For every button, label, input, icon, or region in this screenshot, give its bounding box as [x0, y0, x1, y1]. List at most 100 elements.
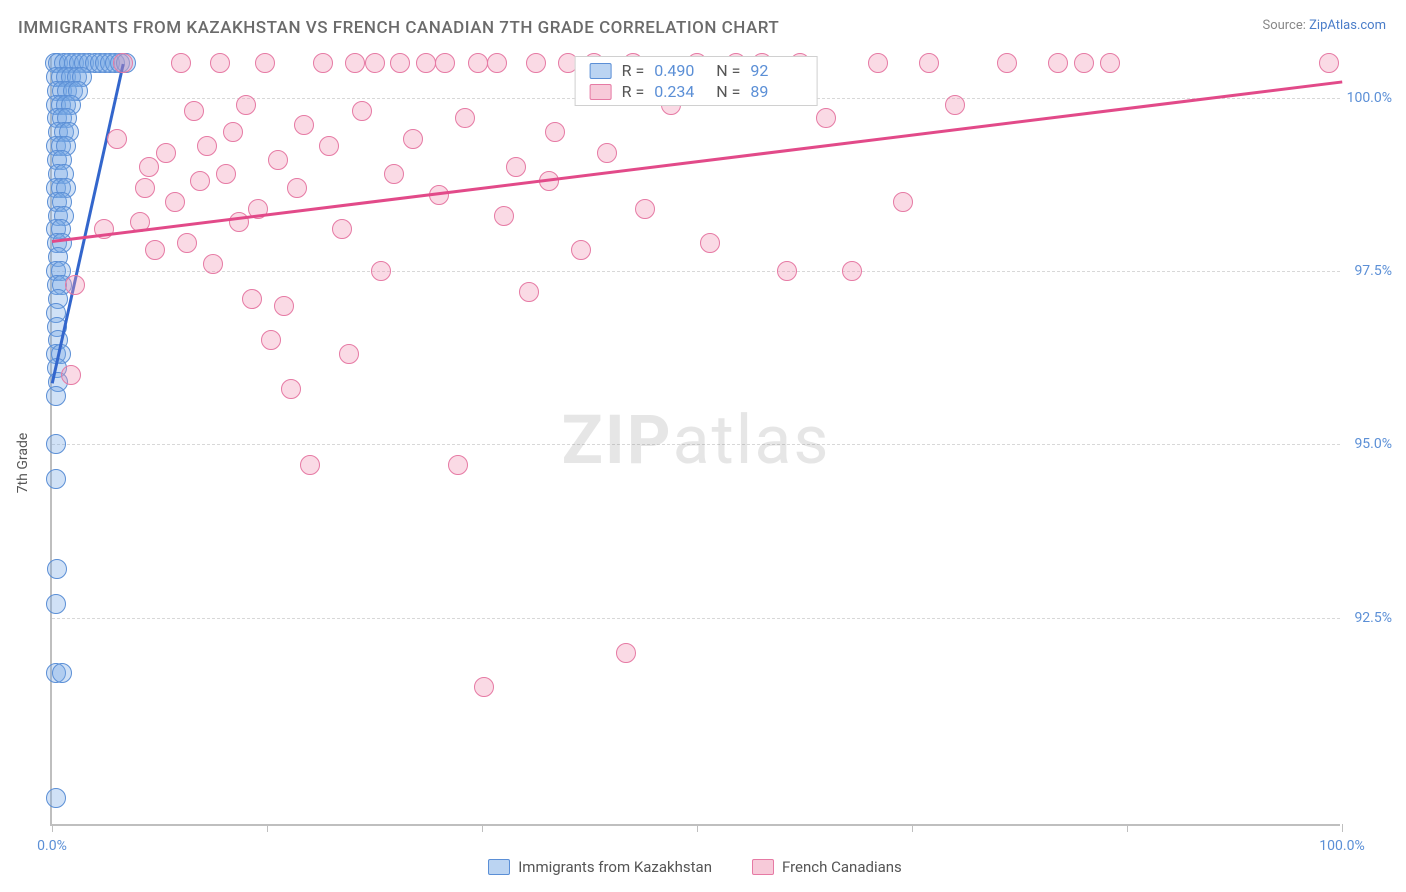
data-point-pink	[197, 136, 217, 156]
x-tick	[1127, 824, 1128, 832]
data-point-blue	[47, 559, 67, 579]
data-point-pink	[997, 53, 1017, 73]
data-point-pink	[816, 108, 836, 128]
data-point-pink	[203, 254, 223, 274]
x-tick	[267, 824, 268, 832]
data-point-pink	[223, 122, 243, 142]
data-point-pink	[171, 53, 191, 73]
data-point-pink	[494, 206, 514, 226]
gridline	[52, 271, 1340, 272]
data-point-pink	[139, 157, 159, 177]
data-point-pink	[526, 53, 546, 73]
x-tick-label: 100.0%	[1319, 838, 1364, 854]
watermark: ZIPatlas	[562, 400, 831, 480]
legend-row-blue: R = 0.490 N = 92	[590, 61, 803, 80]
x-tick	[912, 824, 913, 832]
data-point-pink	[416, 53, 436, 73]
y-axis-label: 7th Grade	[15, 433, 31, 494]
data-point-pink	[403, 129, 423, 149]
gridline	[52, 444, 1340, 445]
source-link[interactable]: ZipAtlas.com	[1309, 18, 1386, 33]
data-point-pink	[287, 178, 307, 198]
data-point-blue	[52, 663, 72, 683]
swatch-blue	[590, 63, 612, 79]
data-point-pink	[365, 53, 385, 73]
data-point-pink	[177, 233, 197, 253]
data-point-pink	[300, 455, 320, 475]
plot-area: ZIPatlas R = 0.490 N = 92 R = 0.234 N = …	[50, 56, 1340, 826]
data-point-pink	[868, 53, 888, 73]
data-point-pink	[274, 296, 294, 316]
swatch-pink	[590, 84, 612, 100]
data-point-blue	[46, 788, 66, 808]
data-point-blue	[46, 434, 66, 454]
data-point-pink	[190, 171, 210, 191]
data-point-pink	[635, 199, 655, 219]
x-tick-label: 0.0%	[37, 838, 67, 854]
data-point-blue	[46, 386, 66, 406]
data-point-pink	[448, 455, 468, 475]
data-point-pink	[339, 344, 359, 364]
data-point-pink	[1100, 53, 1120, 73]
data-point-pink	[216, 164, 236, 184]
data-point-pink	[113, 53, 133, 73]
data-point-pink	[210, 53, 230, 73]
data-point-pink	[571, 240, 591, 260]
data-point-pink	[242, 289, 262, 309]
correlation-legend: R = 0.490 N = 92 R = 0.234 N = 89	[575, 56, 818, 106]
y-tick-label: 92.5%	[1354, 610, 1392, 626]
data-point-pink	[255, 53, 275, 73]
data-point-pink	[332, 219, 352, 239]
data-point-pink	[261, 330, 281, 350]
y-tick-label: 100.0%	[1347, 90, 1392, 106]
data-point-pink	[319, 136, 339, 156]
data-point-pink	[468, 53, 488, 73]
data-point-pink	[135, 178, 155, 198]
legend-row-pink: R = 0.234 N = 89	[590, 82, 803, 101]
data-point-blue	[46, 594, 66, 614]
series-legend: Immigrants from Kazakhstan French Canadi…	[50, 858, 1340, 876]
data-point-pink	[893, 192, 913, 212]
data-point-pink	[65, 275, 85, 295]
legend-item-blue: Immigrants from Kazakhstan	[488, 858, 712, 876]
x-tick	[482, 824, 483, 832]
source-attribution: Source: ZipAtlas.com	[1262, 18, 1386, 33]
data-point-pink	[156, 143, 176, 163]
data-point-pink	[777, 261, 797, 281]
data-point-pink	[597, 143, 617, 163]
data-point-pink	[268, 150, 288, 170]
data-point-pink	[184, 101, 204, 121]
gridline	[52, 618, 1340, 619]
data-point-pink	[1074, 53, 1094, 73]
data-point-pink	[945, 95, 965, 115]
data-point-blue	[46, 469, 66, 489]
data-point-pink	[1048, 53, 1068, 73]
data-point-pink	[294, 115, 314, 135]
data-point-pink	[107, 129, 127, 149]
swatch-pink-icon	[752, 859, 774, 875]
data-point-pink	[145, 240, 165, 260]
data-point-pink	[236, 95, 256, 115]
data-point-pink	[455, 108, 475, 128]
data-point-pink	[545, 122, 565, 142]
data-point-pink	[371, 261, 391, 281]
data-point-pink	[435, 53, 455, 73]
data-point-pink	[616, 643, 636, 663]
data-point-pink	[519, 282, 539, 302]
data-point-pink	[474, 677, 494, 697]
data-point-pink	[1319, 53, 1339, 73]
data-point-pink	[165, 192, 185, 212]
data-point-pink	[700, 233, 720, 253]
x-tick	[52, 824, 53, 832]
data-point-pink	[313, 53, 333, 73]
plot-outer: 7th Grade ZIPatlas R = 0.490 N = 92 R = …	[14, 46, 1390, 880]
data-point-pink	[390, 53, 410, 73]
data-point-pink	[842, 261, 862, 281]
x-tick	[1342, 824, 1343, 832]
legend-item-pink: French Canadians	[752, 858, 902, 876]
data-point-pink	[61, 365, 81, 385]
y-tick-label: 97.5%	[1354, 263, 1392, 279]
y-tick-label: 95.0%	[1354, 436, 1392, 452]
data-point-pink	[384, 164, 404, 184]
data-point-pink	[352, 101, 372, 121]
